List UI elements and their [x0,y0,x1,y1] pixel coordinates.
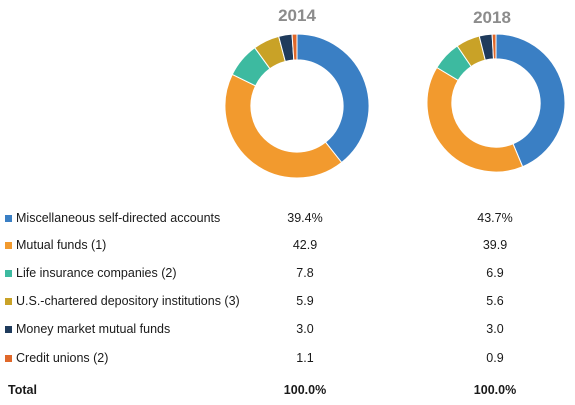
donut-chart-2014 [224,33,370,179]
total-2014: 100.0% [283,383,327,397]
value-2014: 1.1 [296,351,314,365]
value-2018: 39.9 [482,238,508,252]
legend-swatch [5,355,12,362]
total-row: Total 100.0% 100.0% [0,382,575,402]
legend-swatch [5,298,12,305]
legend-swatch [5,215,12,222]
donut-slice [291,33,298,61]
donut-slice [224,73,343,179]
value-2018: 6.9 [486,266,504,280]
donut-chart-2018 [426,33,566,173]
legend-row: Life insurance companies (2) 7.8 6.9 [0,265,575,285]
legend-label: U.S.-chartered depository institutions (… [16,294,240,308]
value-2014: 3.0 [296,322,314,336]
total-2018: 100.0% [473,383,517,397]
legend-row: U.S.-chartered depository institutions (… [0,293,575,313]
legend-label: Credit unions (2) [16,351,109,365]
donut-slice [495,33,566,168]
chart-title-2014: 2014 [278,6,316,25]
legend-row: Money market mutual funds 3.0 3.0 [0,321,575,341]
donut-slice [491,33,497,60]
value-2018: 5.6 [486,294,504,308]
value-2014: 42.9 [292,238,318,252]
legend-label: Money market mutual funds [16,322,171,336]
legend-label: Miscellaneous self-directed accounts [16,211,221,225]
legend-swatch [5,326,12,333]
value-2014: 39.4% [287,211,323,225]
donut-slice [426,66,524,173]
value-2018: 0.9 [486,351,504,365]
value-2014: 5.9 [296,294,314,308]
legend-row: Mutual funds (1) 42.9 39.9 [0,237,575,257]
legend-swatch [5,242,12,249]
value-2018: 3.0 [486,322,504,336]
value-2014: 7.8 [296,266,314,280]
value-2018: 43.7% [477,211,513,225]
legend-swatch [5,270,12,277]
total-label: Total [8,383,37,397]
legend-label: Mutual funds (1) [16,238,107,252]
legend-row: Miscellaneous self-directed accounts 39.… [0,210,575,230]
legend-label: Life insurance companies (2) [16,266,177,280]
legend-row: Credit unions (2) 1.1 0.9 [0,350,575,370]
donut-slice [296,33,370,164]
chart-title-2018: 2018 [473,8,511,27]
